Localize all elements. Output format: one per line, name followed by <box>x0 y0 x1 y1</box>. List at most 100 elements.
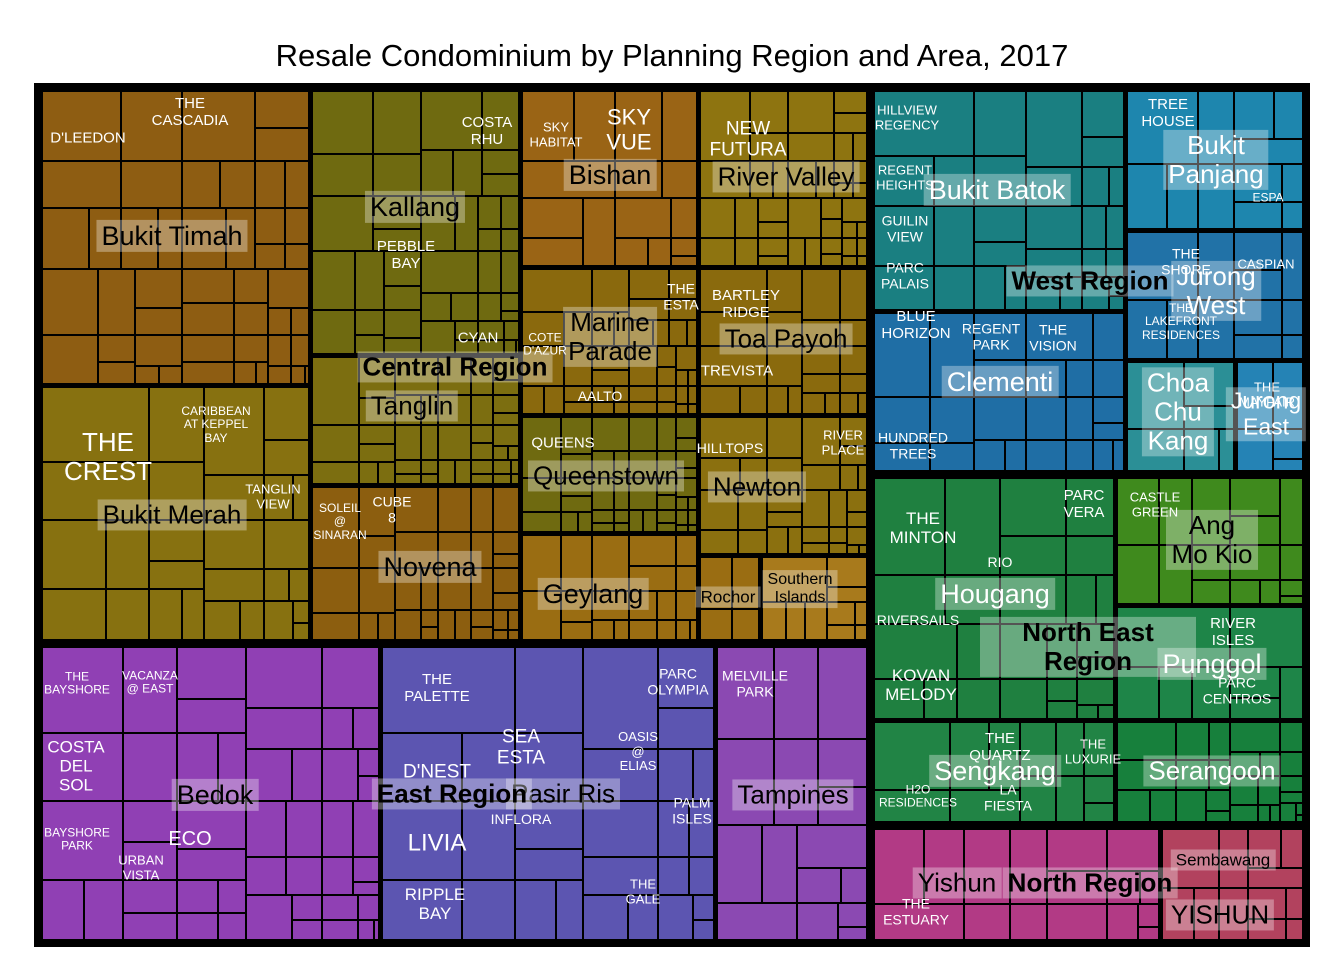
treemap-cell <box>1025 439 1066 474</box>
treemap-cell <box>420 424 438 460</box>
treemap-cell <box>514 800 583 849</box>
treemap-cell <box>1117 760 1176 790</box>
treemap-cell <box>1092 359 1127 397</box>
treemap-cell <box>176 698 246 734</box>
treemap-cell <box>358 568 396 614</box>
treemap-cell <box>855 624 870 643</box>
project-label-hillview-regency: HILLVIEW REGENCY <box>874 102 940 132</box>
treemap-cell <box>122 912 177 943</box>
project-label-cote-d-azur: COTE D'AZUR <box>523 330 567 358</box>
treemap-cell <box>1077 679 1117 705</box>
treemap-cell <box>1083 803 1117 825</box>
treemap-cell <box>471 357 494 395</box>
project-label-parc-centros: PARC CENTROS <box>1202 674 1272 706</box>
area-label-jurong-west: Jurong West <box>1171 260 1261 322</box>
treemap-cell <box>438 424 472 460</box>
treemap-cell <box>614 478 629 511</box>
treemap-cell <box>1219 888 1249 943</box>
treemap-cell <box>564 385 593 402</box>
treemap-cell <box>182 208 226 269</box>
treemap-cell <box>688 857 717 895</box>
treemap-cell <box>1106 829 1162 872</box>
treemap-cell <box>1272 429 1306 459</box>
treemap-cell <box>628 299 669 320</box>
treemap-cell <box>358 748 382 776</box>
treemap-cell <box>944 574 1001 625</box>
area-label-hougang: Hougang <box>935 577 1055 611</box>
treemap-cell <box>628 894 659 943</box>
area-label-queenstown: Queenstown <box>528 460 684 492</box>
treemap-cell <box>204 568 265 602</box>
treemap-cell <box>285 800 323 858</box>
treemap-cell <box>1286 888 1306 919</box>
project-label-the-estuary: THE ESTUARY <box>883 895 949 927</box>
treemap-cell <box>802 489 829 528</box>
project-label-sky-habitat: SKY HABITAT <box>529 119 583 149</box>
treemap-cell <box>377 613 396 643</box>
treemap-cell <box>1230 478 1281 516</box>
treemap-cell <box>1208 760 1231 790</box>
treemap-cell <box>842 197 870 222</box>
treemap-cell <box>233 268 268 304</box>
treemap-cell <box>658 857 689 895</box>
treemap-cell <box>846 489 870 513</box>
treemap-cell <box>395 459 421 474</box>
treemap-cell <box>675 510 689 526</box>
treemap-cell <box>656 510 676 524</box>
treemap-cell <box>176 912 219 943</box>
treemap-cell <box>1025 91 1083 168</box>
treemap-cell <box>246 748 292 801</box>
treemap-cell <box>758 221 789 238</box>
treemap-cell <box>461 800 515 881</box>
project-label-vacanza-east: VACANZA @ EAST <box>122 668 178 696</box>
treemap-cell <box>176 848 246 881</box>
treemap-cell <box>834 91 870 113</box>
treemap-cell <box>592 417 629 452</box>
treemap-cell <box>122 647 177 734</box>
treemap-cell <box>1065 439 1093 474</box>
area-label-yishun: Yishun <box>912 867 1002 899</box>
treemap-cell <box>628 478 657 511</box>
area-ang-mo-kio <box>1115 476 1306 607</box>
area-label-bishan: Bishan <box>563 158 657 192</box>
treemap-cell <box>292 601 312 623</box>
area-tanglin <box>310 355 522 487</box>
treemap-cell <box>648 237 671 269</box>
treemap-cell <box>452 149 482 197</box>
area-label-geylang: Geylang <box>537 577 649 611</box>
treemap-cell <box>1162 888 1194 943</box>
treemap-cell <box>1065 396 1093 440</box>
treemap-cell <box>758 197 789 222</box>
treemap-cell <box>291 894 323 920</box>
treemap-cell <box>658 748 694 801</box>
treemap-cell <box>358 894 382 920</box>
treemap-cell <box>358 357 396 398</box>
treemap-cell <box>788 161 816 198</box>
treemap-cell <box>749 91 789 134</box>
treemap-cell <box>481 174 522 197</box>
project-label-caribbean-at-keppel-bay: CARIBBEAN AT KEPPEL BAY <box>181 403 251 445</box>
treemap-cell <box>1280 751 1306 776</box>
treemap-cell <box>1127 429 1185 474</box>
area-label-tampines: Tampines <box>732 779 854 811</box>
treemap-cell <box>1230 545 1281 580</box>
area-label-river-valley: River Valley <box>712 161 860 193</box>
treemap-cell <box>514 733 583 801</box>
treemap-cell <box>614 510 629 524</box>
treemap-cell <box>717 902 797 943</box>
treemap-cell <box>159 366 183 387</box>
area-marine-parade <box>520 267 700 417</box>
treemap-cell <box>1106 871 1140 905</box>
project-label-castle-green: CASTLE GREEN <box>1129 489 1181 519</box>
treemap-cell <box>817 647 870 740</box>
area-label-bedok: Bedok <box>171 778 259 812</box>
treemap-cell <box>840 319 870 346</box>
treemap-cell <box>561 591 593 623</box>
treemap-cell <box>1083 775 1117 804</box>
area-kallang <box>310 89 522 357</box>
treemap-cell <box>761 824 797 903</box>
project-label-the-cascadia: THE CASCADIA <box>151 95 229 129</box>
treemap-cell <box>1295 814 1306 825</box>
treemap-cell <box>785 601 805 643</box>
